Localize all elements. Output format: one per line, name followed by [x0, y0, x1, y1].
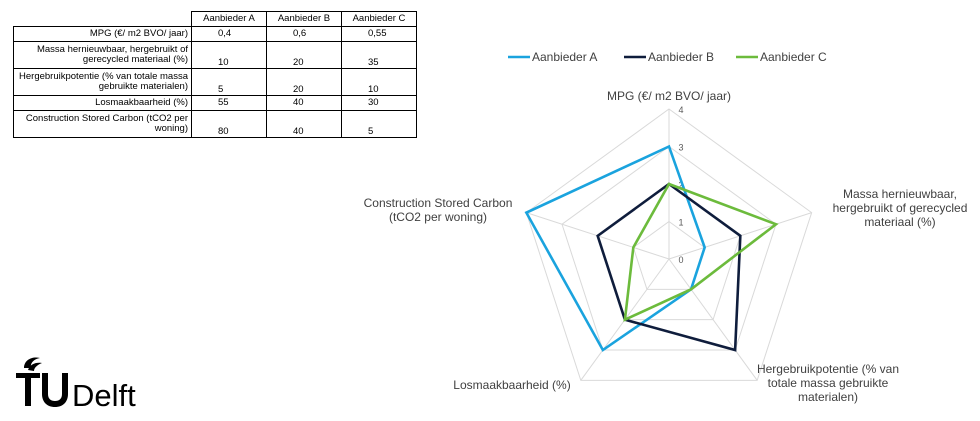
cell: 20 [266, 41, 342, 69]
cell: 20 [266, 68, 342, 96]
axis-label: MPG (€/ m2 BVO/ jaar) [607, 89, 731, 103]
tick-label: 2 [678, 180, 683, 190]
svg-text:Delft: Delft [72, 378, 136, 412]
table-row: Construction Stored Carbon (tCO2 per won… [13, 110, 417, 138]
axis-label: materiaal (%) [864, 215, 935, 229]
axis-label: totale massa gebruikte [768, 376, 889, 390]
legend-label: Aanbieder C [760, 50, 827, 64]
axis-label: Losmaakbaarheid (%) [453, 378, 570, 392]
data-table: Aanbieder A Aanbieder B Aanbieder C MPG … [13, 11, 417, 138]
grid-ring [632, 220, 706, 290]
series-line [596, 182, 742, 352]
legend-label: Aanbieder A [532, 50, 597, 64]
axis-label: (tCO2 per woning) [389, 210, 487, 224]
legend-label: Aanbieder B [648, 50, 714, 64]
cell: 10 [191, 41, 267, 69]
tick-label: 3 [678, 143, 683, 153]
table-row: MPG (€/ m2 BVO/ jaar) 0,4 0,6 0,55 [13, 26, 417, 42]
axis-label: Massa hernieuwbaar, [843, 187, 957, 201]
row-label: Hergebruikpotentie (% van totale massa g… [13, 68, 192, 96]
axis-label: Hergebruikpotentie (% van [757, 362, 899, 376]
row-label: Construction Stored Carbon (tCO2 per won… [13, 110, 192, 138]
tudelft-logo: Delft [14, 356, 144, 413]
axis-label: materialen) [798, 390, 858, 404]
grid-ring [561, 145, 777, 351]
cell: 40 [266, 110, 342, 138]
axis-label: Construction Stored Carbon [364, 196, 513, 210]
cell: 80 [191, 110, 267, 138]
axis-label: hergebruikt of gerecycled [833, 201, 968, 215]
tick-label: 1 [678, 218, 683, 228]
grid-ring [525, 108, 813, 381]
series-line [623, 182, 779, 322]
tick-label: 0 [678, 255, 683, 265]
axis-spoke [668, 258, 758, 381]
tick-label: 4 [678, 105, 683, 115]
table-header-row: Aanbieder A Aanbieder B Aanbieder C [13, 11, 417, 27]
series-line [524, 144, 707, 352]
cell: 5 [341, 110, 417, 138]
tudelft-logo-image: Delft [16, 357, 136, 413]
